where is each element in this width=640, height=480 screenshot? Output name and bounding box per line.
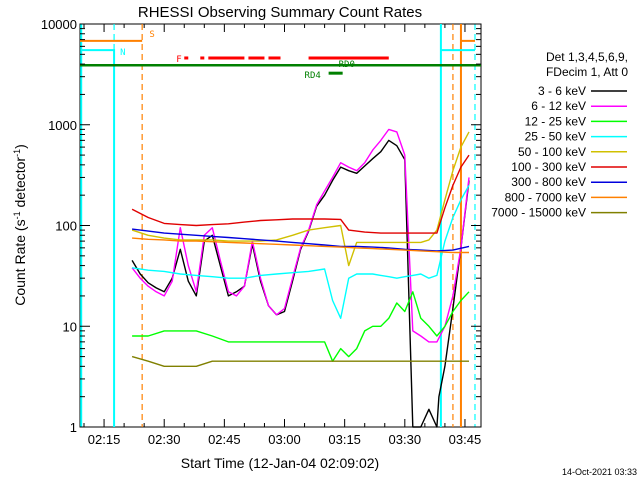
flag-label-s: S <box>149 30 154 40</box>
series-line-1 <box>131 128 470 343</box>
y-axis-label: Count Rate (s-1 detector-1) <box>12 144 28 306</box>
x-tick-label: 03:30 <box>389 432 422 447</box>
legend-entry-label: 50 - 100 keV <box>518 145 586 159</box>
chart-title: RHESSI Observing Summary Count Rates <box>138 4 422 21</box>
x-tick-label: 02:30 <box>148 432 181 447</box>
n-flag-level <box>81 49 116 427</box>
legend-entry-label: 7000 - 15000 keV <box>491 206 586 220</box>
x-tick-label: 03:45 <box>449 432 482 447</box>
flags-layer: S N F RD0 RD4 <box>120 30 355 81</box>
series-line-6 <box>132 228 470 252</box>
y-tick-label: 100 <box>55 219 77 234</box>
series-line-2 <box>132 291 470 362</box>
legend-entry-label: 3 - 6 keV <box>538 84 586 98</box>
y-tick-label: 1 <box>70 420 77 435</box>
legend-header-line2: FDecim 1, Att 0 <box>546 65 628 79</box>
series-line-8 <box>131 355 469 367</box>
series-line-3 <box>131 185 470 319</box>
plot-frame <box>79 23 482 428</box>
plot-area: S N F RD0 RD4 02:15 02:30 02:45 03:00 03:15 03:30… <box>41 17 482 447</box>
legend-entry-label: 12 - 25 keV <box>525 114 586 128</box>
flag-label-f: F <box>176 55 181 65</box>
legend-entry-label: 6 - 12 keV <box>531 99 586 113</box>
series-line-7 <box>132 237 469 254</box>
x-tick-label: 03:00 <box>268 432 301 447</box>
series-line-4 <box>131 131 470 267</box>
series-layer <box>131 128 470 428</box>
legend-entry-label: 100 - 300 keV <box>511 160 586 174</box>
flag-label-n: N <box>120 48 125 58</box>
generated-timestamp: 14-Oct-2021 03:33 <box>562 467 637 477</box>
series-line-0 <box>131 139 470 428</box>
x-tick-label: 02:15 <box>88 432 121 447</box>
flag-overlays <box>80 24 481 427</box>
legend-header-line1: Det 1,3,4,5,6,9, <box>546 50 628 64</box>
legend-entry-label: 300 - 800 keV <box>511 175 586 189</box>
flag-label-rd0: RD0 <box>339 60 355 70</box>
y-tick-label: 10 <box>63 319 77 334</box>
flag-label-rd4: RD4 <box>305 71 321 81</box>
legend-entry-label: 25 - 50 keV <box>525 130 586 144</box>
axis-ticks: 02:15 02:30 02:45 03:00 03:15 03:30 03:45 1 10 10… <box>41 17 481 447</box>
x-tick-label: 02:45 <box>208 432 241 447</box>
legend: Det 1,3,4,5,6,9, FDecim 1, Att 0 3 - 6 k… <box>491 50 628 220</box>
x-tick-label: 03:15 <box>328 432 361 447</box>
x-axis-label: Start Time (12-Jan-04 02:09:02) <box>181 455 379 471</box>
y-tick-label: 1000 <box>48 118 77 133</box>
y-tick-label: 10000 <box>41 17 77 32</box>
series-line-5 <box>131 154 470 234</box>
legend-entry-label: 800 - 7000 keV <box>505 190 586 204</box>
